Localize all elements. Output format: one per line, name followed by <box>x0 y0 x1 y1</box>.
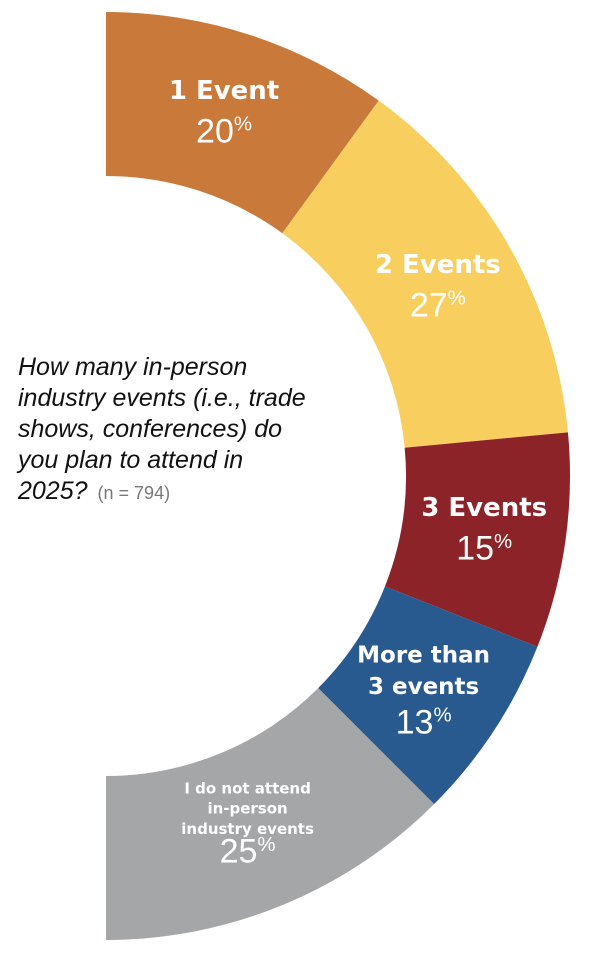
slice-4-label-line-1: More than <box>357 643 490 669</box>
slice-4-label-line-2: 3 events <box>368 674 479 700</box>
sample-size-label: (n = 794) <box>97 483 171 503</box>
slice-2-value-label: 27% <box>410 287 466 325</box>
survey-question: How many in-person industry events (i.e.… <box>18 352 318 509</box>
slice-1-label-line-1: 1 Event <box>169 76 279 106</box>
slice-3-label-line-1: 3 Events <box>421 493 547 523</box>
slice-5-value-label: 25% <box>220 833 276 871</box>
slice-1-value-label: 20% <box>196 113 252 151</box>
slice-4-value-label: 13% <box>396 703 452 741</box>
slice-4 <box>318 586 538 805</box>
slice-5-label-line-1: I do not attend <box>184 779 311 797</box>
slice-5-label-line-3: industry events <box>181 820 314 838</box>
slice-1 <box>106 12 379 234</box>
slice-3 <box>384 432 570 647</box>
slice-2 <box>282 100 568 448</box>
question-text: How many in-person industry events (i.e.… <box>18 353 306 505</box>
slice-2-label-line-1: 2 Events <box>375 250 501 280</box>
slice-3-value-label: 15% <box>456 530 512 568</box>
slice-5 <box>106 688 435 940</box>
slice-5-label-line-2: in-person <box>207 800 287 818</box>
